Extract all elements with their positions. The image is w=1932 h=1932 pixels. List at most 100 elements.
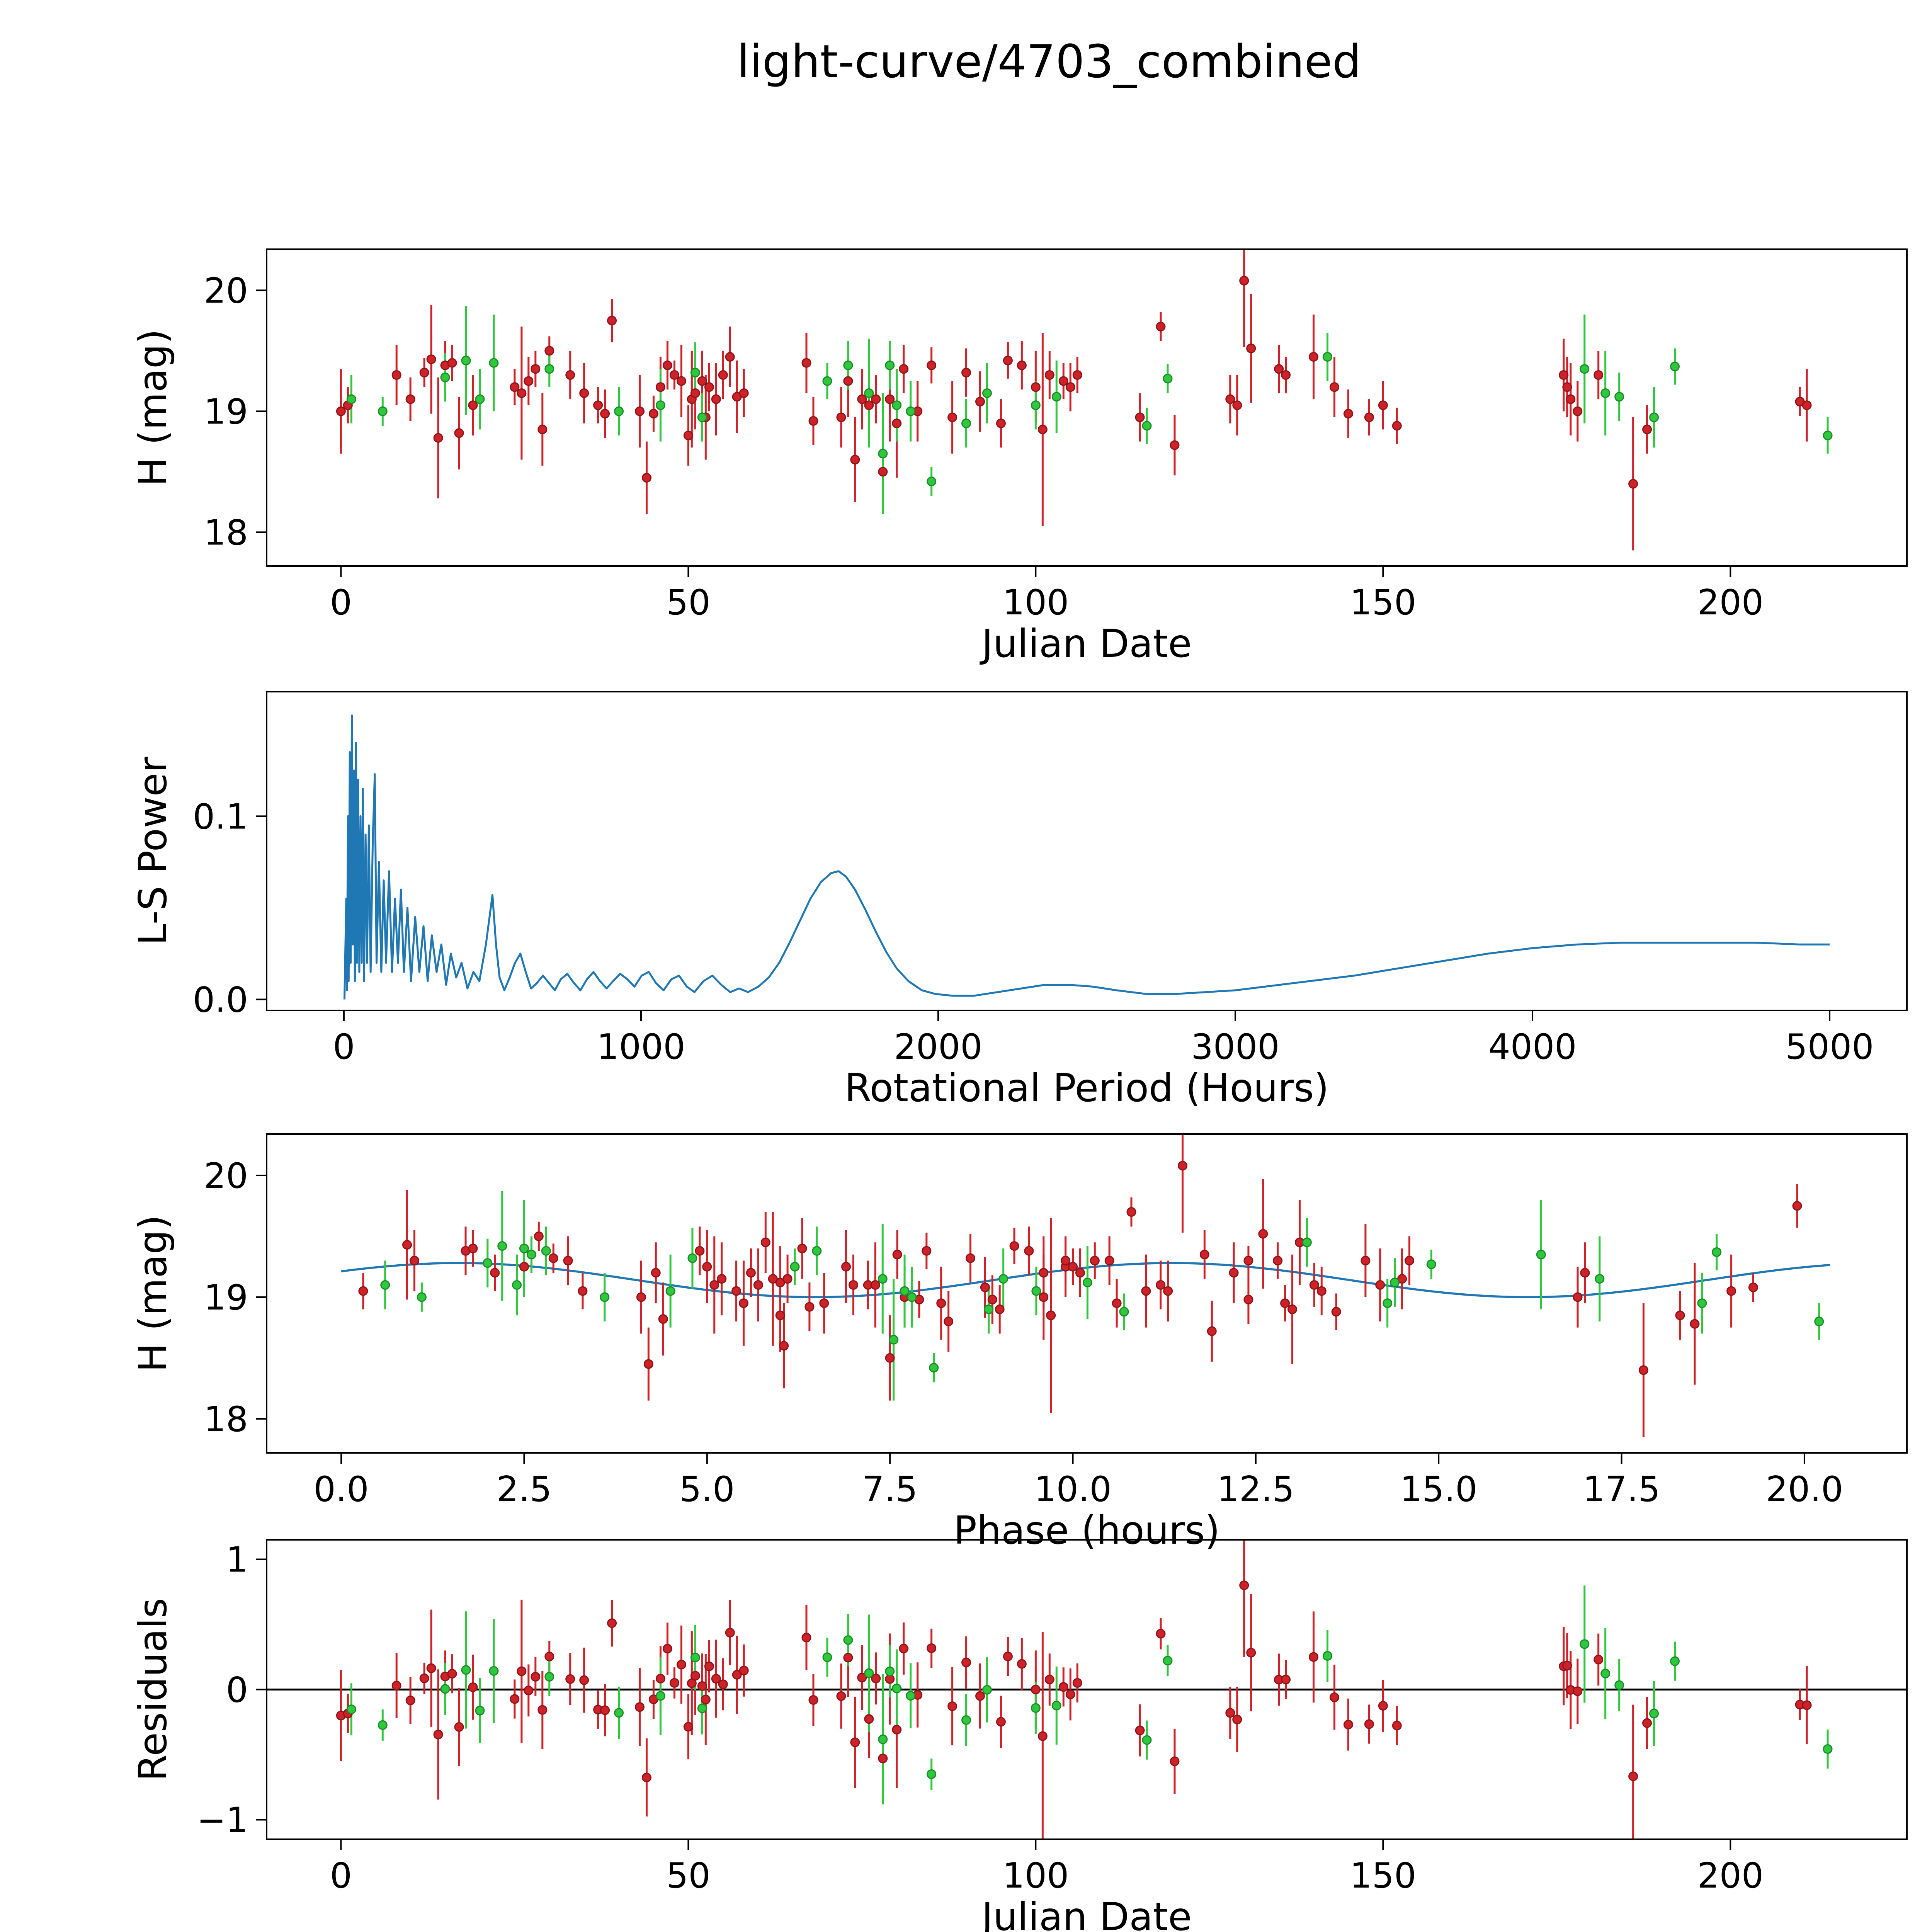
y-tick-label: 18: [204, 512, 248, 553]
x-tick-label: 100: [1002, 1855, 1069, 1896]
data-point-green: [843, 360, 853, 370]
data-point-red: [1065, 1689, 1075, 1699]
plot-area: [343, 714, 1830, 1000]
x-tick-label: 1000: [597, 1027, 685, 1067]
data-point-red: [1229, 1268, 1239, 1278]
data-point-red: [922, 1246, 932, 1256]
data-point-green: [440, 372, 450, 383]
data-point-red: [565, 370, 575, 380]
data-point-red: [738, 1298, 748, 1308]
data-point-green: [1051, 392, 1061, 402]
data-point-red: [782, 1274, 793, 1284]
data-point-green: [982, 1685, 992, 1695]
y-tick-label: 20: [204, 270, 248, 311]
data-point-green: [1383, 1298, 1393, 1308]
data-point-red: [1562, 1661, 1572, 1671]
data-point-green: [982, 388, 992, 398]
data-point-red: [544, 346, 554, 356]
x-tick-label: 7.5: [862, 1469, 918, 1510]
data-point-red: [947, 1701, 957, 1711]
data-point-red: [669, 1678, 679, 1688]
data-point-red: [801, 358, 811, 368]
data-point-red: [1392, 421, 1402, 431]
data-point-red: [739, 1665, 749, 1675]
data-point-red: [1343, 409, 1353, 419]
data-point-green: [1697, 1298, 1707, 1308]
y-tick-label: 19: [204, 391, 248, 432]
data-point-red: [804, 1302, 815, 1312]
data-point-red: [1375, 1280, 1385, 1290]
x-tick-label: 12.5: [1217, 1469, 1294, 1510]
data-point-red: [409, 1255, 419, 1265]
x-tick-label: 17.5: [1583, 1469, 1660, 1510]
data-point-red: [607, 316, 617, 326]
data-point-green: [1051, 1701, 1061, 1711]
data-point-red: [702, 1262, 712, 1272]
data-point-red: [641, 473, 651, 483]
data-point-red: [1178, 1161, 1188, 1171]
y-axis-label: H (mag): [130, 329, 175, 486]
data-point-green: [614, 406, 624, 416]
data-point-red: [871, 394, 881, 404]
data-point-green: [878, 1734, 888, 1744]
data-point-green: [1426, 1259, 1436, 1269]
data-point-green: [984, 1304, 994, 1314]
data-point-red: [885, 1353, 895, 1363]
data-point-red: [690, 388, 700, 398]
data-point-red: [651, 1268, 661, 1278]
data-point-green: [1600, 1668, 1611, 1679]
data-point-red: [961, 1657, 971, 1667]
data-point-red: [468, 1243, 478, 1253]
data-point-red: [1225, 1708, 1235, 1718]
data-point-red: [947, 412, 957, 422]
data-point-red: [1239, 1580, 1249, 1590]
data-point-green: [690, 1653, 700, 1663]
data-point-red: [927, 1643, 937, 1653]
data-point-red: [843, 376, 853, 386]
data-point-red: [1594, 370, 1604, 380]
data-point-red: [669, 370, 679, 380]
data-point-red: [635, 1702, 645, 1712]
x-tick-label: 100: [1002, 582, 1069, 623]
data-point-red: [1364, 412, 1374, 422]
data-point-green: [1614, 1680, 1624, 1690]
data-point-red: [548, 1253, 558, 1263]
data-point-red: [1638, 1365, 1648, 1375]
data-point-green: [864, 1668, 874, 1678]
data-point-red: [426, 1663, 436, 1673]
data-point-red: [1163, 1286, 1173, 1296]
data-point-red: [1404, 1255, 1414, 1265]
data-point-red: [1156, 1280, 1166, 1290]
data-point-red: [510, 382, 520, 392]
data-point-red: [1065, 382, 1075, 392]
data-point-red: [801, 1633, 811, 1643]
x-tick-label: 5.0: [679, 1469, 735, 1510]
panel-h-vs-julian-date: 0 50 100 150 200 18 19 20 Julian Date H (mag): [130, 248, 1908, 666]
data-point-green: [892, 400, 902, 410]
plot-area: [267, 1540, 1907, 1839]
data-point-red: [1566, 394, 1576, 404]
data-point-red: [1343, 1719, 1353, 1730]
data-point-green: [1670, 362, 1680, 372]
data-point-green: [1595, 1274, 1605, 1284]
data-point-red: [454, 1722, 464, 1732]
data-point-red: [1170, 1756, 1180, 1766]
data-point-red: [725, 1628, 735, 1638]
data-point-green: [812, 1246, 822, 1256]
data-point-red: [1199, 1250, 1209, 1260]
data-point-red: [1748, 1282, 1758, 1293]
data-point-green: [697, 1703, 707, 1713]
plot-area: [336, 249, 1833, 551]
data-point-red: [864, 400, 874, 410]
data-point-red: [808, 416, 818, 426]
data-point-red: [336, 406, 346, 416]
data-point-red: [1232, 400, 1242, 410]
data-point-red: [1112, 1298, 1122, 1308]
data-point-red: [1170, 440, 1180, 450]
data-point-red: [1309, 1280, 1319, 1290]
data-point-green: [1823, 1744, 1833, 1754]
data-point-green: [489, 358, 499, 368]
panel-h-vs-phase: 0.0 2.5 5.0 7.5 10.0 12.5 15.0 17.5 20.0 18 19 20 Ph…: [130, 1133, 1908, 1553]
data-point-green: [1302, 1237, 1312, 1247]
